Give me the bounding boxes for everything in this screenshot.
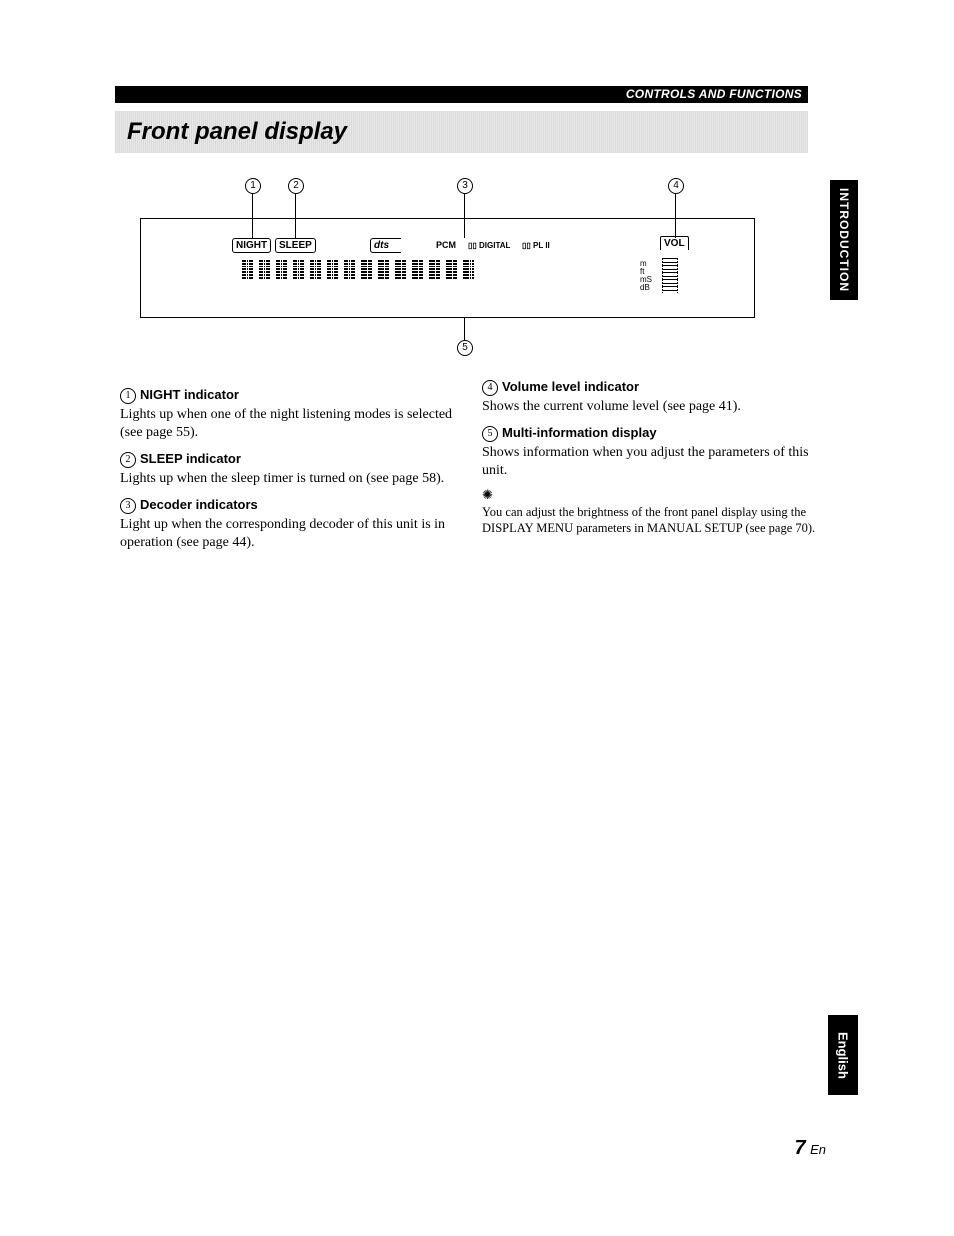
page-number-value: 7 (795, 1137, 806, 1159)
vol-indicator: VOL (660, 236, 689, 250)
right-column: 4 Volume level indicator Shows the curren… (482, 378, 820, 558)
item-5-title: Multi-information display (502, 425, 657, 440)
item-3-title: Decoder indicators (140, 497, 258, 512)
section-title: Front panel display (127, 118, 347, 146)
item-4-body: Shows the current volume level (see page… (482, 398, 820, 416)
callout-num-1: 1 (120, 388, 136, 404)
callout-5: 5 (457, 340, 473, 356)
item-5-body: Shows information when you adjust the pa… (482, 444, 820, 480)
dolby-digital-indicator: ▯▯ DIGITAL (468, 240, 510, 251)
item-1-body: Lights up when one of the night listenin… (120, 406, 458, 442)
dts-indicator: dts (370, 238, 401, 253)
unit-labels: m ft mS dB (640, 260, 652, 292)
dolby-pl2-indicator: ▯▯ PL II (522, 240, 550, 251)
callout-3: 3 (457, 178, 473, 194)
item-4-heading: 4 Volume level indicator (482, 378, 820, 396)
side-tab-language: English (828, 1015, 858, 1095)
item-1-title: NIGHT indicator (140, 387, 239, 402)
callout-num-5: 5 (482, 426, 498, 442)
item-2-body: Lights up when the sleep timer is turned… (120, 470, 458, 488)
front-panel-diagram: 1 2 3 4 NIGHT SLEEP dts PCM ▯▯ DIGITAL ▯… (140, 178, 755, 358)
night-indicator: NIGHT (232, 238, 271, 253)
callout-num-3: 3 (120, 498, 136, 514)
item-4-title: Volume level indicator (502, 379, 639, 394)
callout-2: 2 (288, 178, 304, 194)
multi-info-display-matrix (242, 260, 474, 279)
callout-4: 4 (668, 178, 684, 194)
sleep-indicator: SLEEP (275, 238, 316, 253)
header-breadcrumb: CONTROLS AND FUNCTIONS (115, 86, 808, 103)
section-title-bar: Front panel display (115, 111, 808, 153)
item-2-heading: 2 SLEEP indicator (120, 450, 458, 468)
item-1-heading: 1 NIGHT indicator (120, 386, 458, 404)
page-number: 7 En (795, 1137, 826, 1160)
pcm-indicator: PCM (436, 240, 456, 251)
tip-icon: ✺ (482, 486, 820, 504)
side-tab-introduction: INTRODUCTION (830, 180, 858, 300)
item-3-heading: 3 Decoder indicators (120, 496, 458, 514)
lead-line (464, 318, 465, 340)
callout-num-2: 2 (120, 452, 136, 468)
callout-1: 1 (245, 178, 261, 194)
unit-db: dB (640, 284, 652, 292)
left-column: 1 NIGHT indicator Lights up when one of t… (120, 378, 458, 558)
description-columns: 1 NIGHT indicator Lights up when one of t… (120, 378, 820, 558)
tip-text: You can adjust the brightness of the fro… (482, 504, 820, 536)
page-lang: En (810, 1142, 826, 1157)
item-3-body: Light up when the corresponding decoder … (120, 516, 458, 552)
volume-meter (662, 258, 678, 293)
item-2-title: SLEEP indicator (140, 451, 241, 466)
item-5-heading: 5 Multi-information display (482, 424, 820, 442)
callout-num-4: 4 (482, 380, 498, 396)
